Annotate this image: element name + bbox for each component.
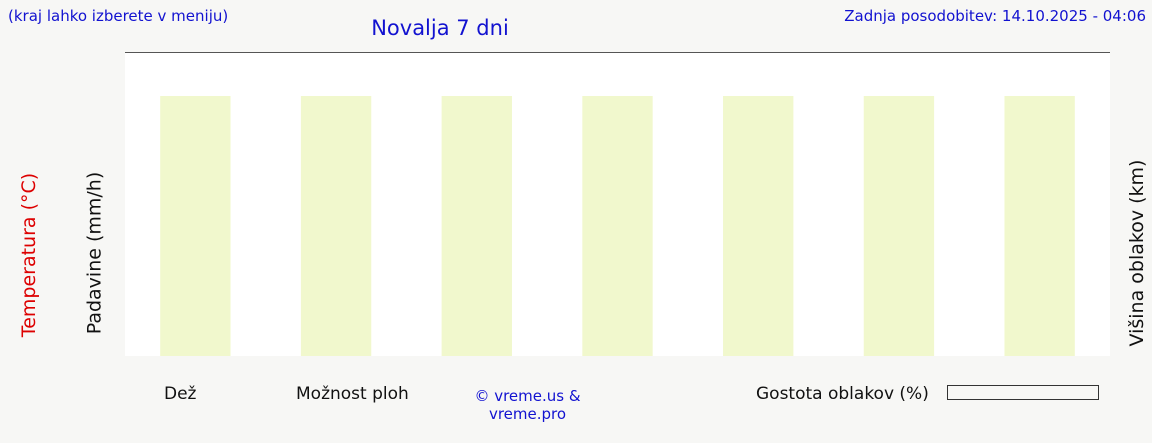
- page-title: Novalja 7 dni: [371, 16, 509, 40]
- cloud-density-scale-bar: [947, 385, 1099, 400]
- cloud-height-axis-title: Višina oblakov (km): [1126, 159, 1148, 347]
- day-band: [582, 96, 653, 356]
- temp-axis-title: Temperatura (°C): [18, 172, 40, 338]
- rain-legend-swatch: [126, 388, 156, 400]
- showers-legend-label: Možnost ploh: [296, 384, 409, 404]
- day-band: [160, 96, 231, 356]
- day-band: [441, 96, 512, 356]
- header-separator: [125, 52, 1110, 53]
- precip-axis-title: Padavine (mm/h): [83, 171, 106, 335]
- day-band: [723, 96, 794, 356]
- rain-legend-label: Dež: [164, 384, 197, 404]
- day-band: [1004, 96, 1075, 356]
- copyright-text: © vreme.us & vreme.pro: [474, 387, 581, 423]
- cloud-density-legend-label: Gostota oblakov (%): [756, 384, 929, 404]
- day-band: [300, 96, 372, 356]
- last-update-text: Zadnja posodobitev: 14.10.2025 - 04:06: [844, 7, 1146, 25]
- showers-legend-swatch: [258, 388, 288, 400]
- location-menu-hint: (kraj lahko izberete v meniju): [8, 7, 229, 25]
- day-band: [863, 96, 935, 356]
